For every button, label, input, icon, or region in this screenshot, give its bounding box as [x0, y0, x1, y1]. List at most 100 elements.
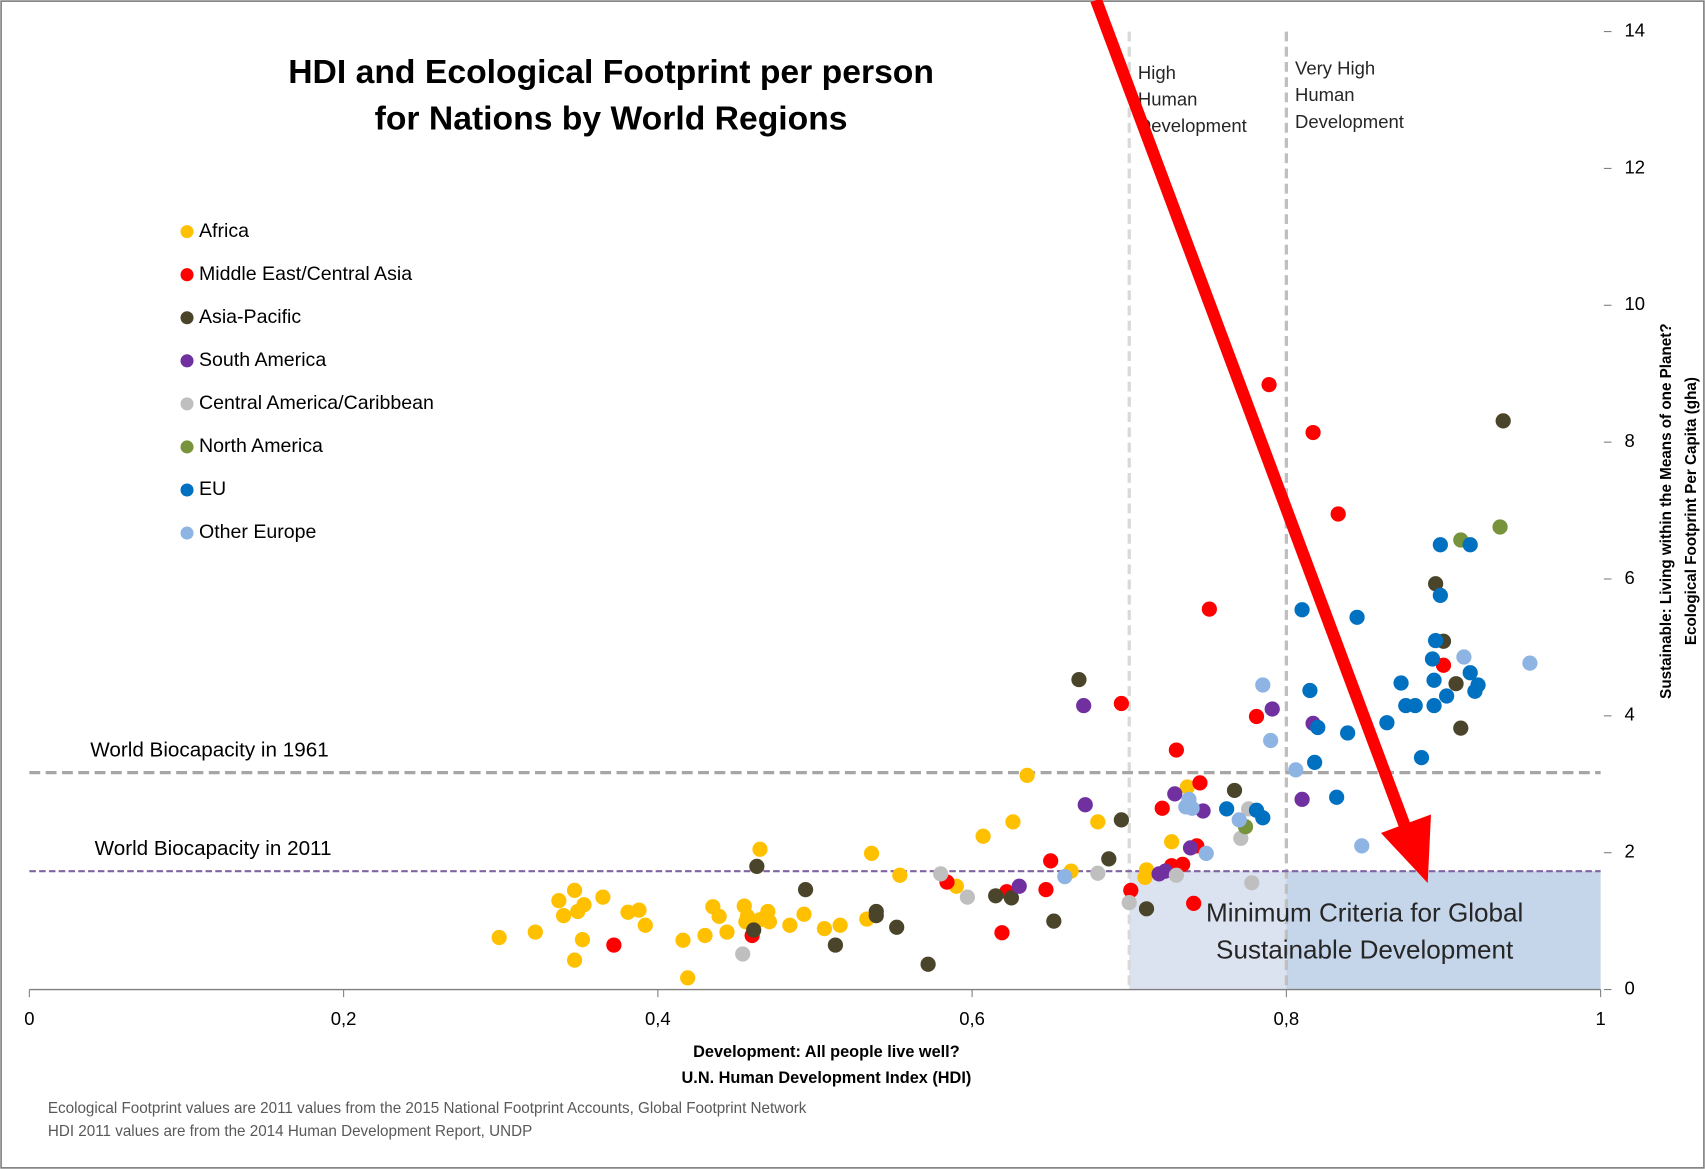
- point: [1226, 782, 1243, 799]
- region-label: Development: [1295, 111, 1404, 132]
- y-tick-label: 12: [1625, 156, 1646, 177]
- chart-title: for Nations by World Regions: [375, 100, 848, 138]
- legend-label: South America: [199, 349, 326, 371]
- point: [1219, 801, 1235, 817]
- point: [1182, 840, 1199, 856]
- region-label: Very High: [1295, 58, 1375, 79]
- legend-marker: [180, 397, 194, 411]
- point: [576, 897, 592, 913]
- point: [1288, 762, 1304, 778]
- point: [1261, 377, 1277, 393]
- annotation: Minimum Criteria for Global: [1206, 897, 1523, 927]
- point: [1432, 587, 1448, 604]
- point: [551, 892, 567, 909]
- point: [1168, 742, 1184, 758]
- point: [680, 970, 696, 986]
- point: [1184, 800, 1200, 816]
- point: [1462, 665, 1478, 681]
- point: [1255, 677, 1271, 693]
- legend-label: Asia-Pacific: [199, 306, 301, 328]
- point: [719, 924, 735, 940]
- point: [782, 917, 798, 933]
- legend-label: Other Europe: [199, 521, 317, 543]
- legend-marker: [180, 225, 194, 239]
- y-axis-label: Ecological Footprint Per Capita (gha): [1683, 377, 1700, 645]
- point: [566, 882, 583, 898]
- point: [1019, 767, 1035, 783]
- point: [933, 866, 949, 882]
- legend-marker: [180, 354, 194, 368]
- point: [1310, 719, 1326, 736]
- point: [491, 929, 507, 946]
- y-tick-label: 2: [1625, 841, 1635, 862]
- point: [1379, 715, 1395, 731]
- point: [1426, 672, 1442, 688]
- point: [1121, 895, 1137, 911]
- legend-label: North America: [199, 435, 323, 457]
- point: [1439, 688, 1455, 704]
- legend-marker: [180, 483, 194, 497]
- point: [1302, 682, 1318, 699]
- point: [1003, 890, 1020, 906]
- point: [574, 931, 591, 948]
- point: [1522, 655, 1538, 671]
- point: [1340, 725, 1356, 741]
- point: [735, 946, 751, 962]
- arrow-head: [1380, 814, 1431, 883]
- point: [1263, 732, 1279, 749]
- point: [1076, 697, 1092, 714]
- x-axis-label: Development: All people live well?: [693, 1043, 960, 1061]
- y-tick-label: 10: [1625, 293, 1646, 314]
- x-tick-label: 1: [1595, 1008, 1605, 1029]
- legend-marker: [180, 268, 194, 282]
- point: [892, 867, 908, 883]
- point: [697, 927, 713, 944]
- point: [637, 917, 653, 933]
- point: [1329, 789, 1345, 805]
- point: [1186, 895, 1202, 911]
- criteria-box: [1129, 871, 1287, 990]
- y-tick-label: 4: [1625, 704, 1635, 725]
- point: [752, 841, 768, 857]
- point: [1164, 834, 1180, 850]
- point: [1077, 797, 1093, 813]
- point: [1168, 867, 1184, 883]
- point: [1424, 651, 1441, 667]
- point: [1330, 506, 1346, 522]
- point: [832, 917, 848, 933]
- point: [1462, 537, 1478, 553]
- point: [1043, 853, 1059, 869]
- point: [675, 932, 691, 948]
- point: [1354, 838, 1370, 854]
- point: [749, 858, 765, 874]
- point: [1470, 677, 1486, 693]
- y-tick-label: 0: [1625, 977, 1635, 998]
- point: [1448, 676, 1464, 692]
- point: [1426, 697, 1442, 714]
- footnote: Ecological Footprint values are 2011 val…: [48, 1100, 807, 1117]
- point: [739, 908, 756, 924]
- point: [1231, 812, 1247, 828]
- point: [1038, 882, 1054, 898]
- arrow-shaft: [1090, 0, 1413, 834]
- legend-marker: [180, 311, 194, 325]
- point: [1349, 609, 1365, 625]
- point: [1294, 791, 1310, 807]
- point: [959, 889, 976, 905]
- legend-label: Central America/Caribbean: [199, 392, 434, 414]
- x-tick-label: 0,2: [331, 1008, 357, 1029]
- x-axis-label: U.N. Human Development Index (HDI): [682, 1069, 972, 1087]
- point: [868, 908, 884, 924]
- annotation: Sustainable Development: [1216, 934, 1514, 964]
- point: [1244, 875, 1260, 891]
- point: [1123, 882, 1139, 898]
- legend-marker: [180, 440, 194, 454]
- point: [988, 888, 1004, 904]
- legend-marker: [180, 526, 194, 540]
- y-tick-label: 14: [1625, 19, 1646, 40]
- point: [1101, 851, 1117, 867]
- point: [1492, 519, 1508, 535]
- point: [746, 922, 762, 938]
- point: [797, 882, 814, 898]
